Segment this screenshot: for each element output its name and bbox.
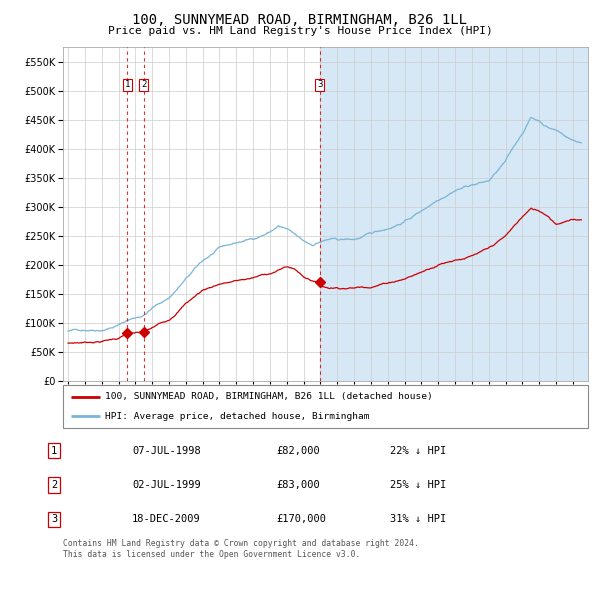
Text: 25% ↓ HPI: 25% ↓ HPI [390, 480, 446, 490]
Text: 02-JUL-1999: 02-JUL-1999 [132, 480, 201, 490]
Text: 1: 1 [125, 80, 130, 89]
Text: 100, SUNNYMEAD ROAD, BIRMINGHAM, B26 1LL: 100, SUNNYMEAD ROAD, BIRMINGHAM, B26 1LL [133, 13, 467, 27]
Text: 2: 2 [51, 480, 57, 490]
Text: Price paid vs. HM Land Registry's House Price Index (HPI): Price paid vs. HM Land Registry's House … [107, 26, 493, 36]
Text: 31% ↓ HPI: 31% ↓ HPI [390, 514, 446, 524]
Text: £82,000: £82,000 [276, 446, 320, 455]
Text: 1: 1 [51, 446, 57, 455]
Text: 2: 2 [141, 80, 146, 89]
Text: £83,000: £83,000 [276, 480, 320, 490]
Text: 07-JUL-1998: 07-JUL-1998 [132, 446, 201, 455]
Text: Contains HM Land Registry data © Crown copyright and database right 2024.
This d: Contains HM Land Registry data © Crown c… [63, 539, 419, 559]
Text: 3: 3 [317, 80, 322, 89]
Text: 18-DEC-2009: 18-DEC-2009 [132, 514, 201, 524]
Bar [320, 47, 588, 381]
Text: 3: 3 [51, 514, 57, 524]
Text: 100, SUNNYMEAD ROAD, BIRMINGHAM, B26 1LL (detached house): 100, SUNNYMEAD ROAD, BIRMINGHAM, B26 1LL… [105, 392, 433, 401]
Text: HPI: Average price, detached house, Birmingham: HPI: Average price, detached house, Birm… [105, 412, 370, 421]
Text: 22% ↓ HPI: 22% ↓ HPI [390, 446, 446, 455]
Text: £170,000: £170,000 [276, 514, 326, 524]
